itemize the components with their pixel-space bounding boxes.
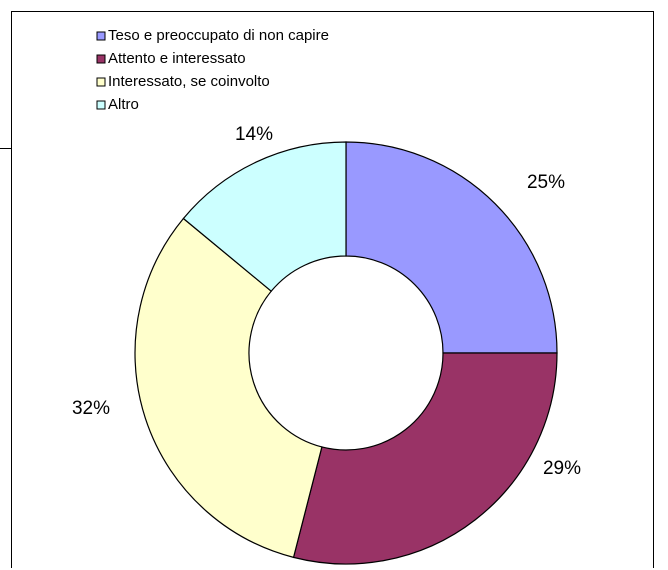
chart-frame xyxy=(11,11,654,568)
legend-item-teso: Teso e preoccupato di non capire xyxy=(96,27,329,44)
legend: Teso e preoccupato di non capire Attento … xyxy=(96,27,329,113)
donut-slices xyxy=(134,141,558,565)
legend-label-altro: Altro xyxy=(108,96,139,113)
legend-swatch-teso xyxy=(96,31,106,41)
legend-item-altro: Altro xyxy=(96,96,139,113)
legend-swatch-attento xyxy=(96,54,106,64)
slice-attento xyxy=(292,352,558,565)
data-label-attento: 29% xyxy=(543,458,581,479)
slice-teso xyxy=(345,141,558,354)
legend-item-interessato: Interessato, se coinvolto xyxy=(96,73,270,90)
legend-swatch-interessato xyxy=(96,77,106,87)
legend-label-attento: Attento e interessato xyxy=(108,50,246,67)
legend-item-attento: Attento e interessato xyxy=(96,50,246,67)
legend-label-interessato: Interessato, se coinvolto xyxy=(108,73,270,90)
data-label-teso: 25% xyxy=(527,172,565,193)
legend-swatch-altro xyxy=(96,100,106,110)
data-label-interessato: 32% xyxy=(72,398,110,419)
slice-altro xyxy=(182,141,347,293)
frame-tick xyxy=(0,148,11,149)
data-labels: 25% 29% 32% 14% xyxy=(72,124,581,479)
slice-interessato xyxy=(134,217,323,559)
legend-label-teso: Teso e preoccupato di non capire xyxy=(108,27,329,44)
data-label-altro: 14% xyxy=(235,124,273,145)
